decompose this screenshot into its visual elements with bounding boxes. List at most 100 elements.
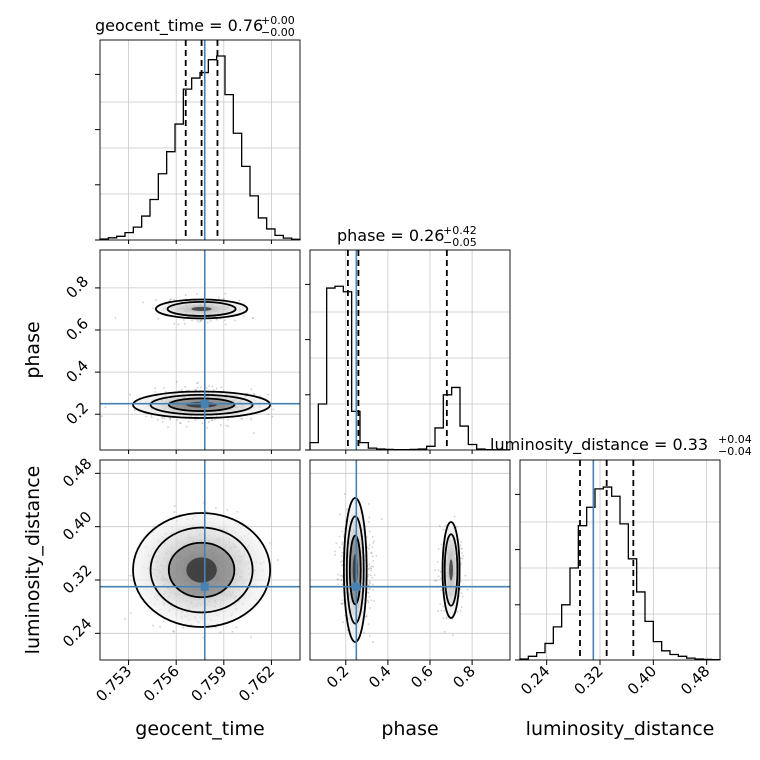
x-tick-label: 0.759 [188, 662, 231, 705]
panels: 0.2 0.4 0.6 0.8 0.753 0.756 0.759 0.762 0.24 0.32… [59, 39, 721, 705]
sample-point [339, 561, 342, 564]
sample-point [154, 387, 157, 390]
y-tick-label: 0.2 [62, 399, 92, 429]
sample-point [370, 565, 373, 568]
sample-point [340, 578, 343, 581]
sample-point [222, 297, 225, 300]
x-tick-label: 0.753 [92, 662, 135, 705]
sample-point [367, 591, 370, 594]
sample-point [223, 298, 226, 301]
sample-point [196, 382, 198, 385]
sample-point [224, 292, 227, 295]
x-tick-label: 0.48 [677, 662, 713, 698]
sample-point [439, 570, 442, 573]
sample-point [340, 602, 343, 605]
sample-point [439, 603, 442, 605]
sample-point [443, 631, 446, 633]
sample-point [185, 425, 188, 428]
sample-point [334, 553, 337, 556]
sample-point [371, 555, 374, 558]
sample-point [367, 503, 370, 505]
x-tick-label: 0.8 [449, 662, 479, 692]
sample-point [252, 317, 254, 319]
sample-point [369, 581, 371, 584]
sample-point [341, 603, 343, 605]
sample-point [150, 416, 153, 418]
sample-point [373, 574, 376, 576]
sample-point [196, 292, 198, 295]
sample-point [130, 612, 132, 614]
sample-point [173, 511, 176, 513]
sample-point [201, 422, 204, 425]
sample-point [208, 385, 211, 387]
sample-point [459, 588, 462, 590]
x-tick-label: 0.756 [140, 662, 183, 705]
sample-point [442, 617, 445, 620]
sample-point [183, 322, 186, 325]
sample-point [196, 386, 199, 389]
x-tick-label: 0.6 [407, 662, 437, 692]
sample-point [372, 542, 375, 544]
sample-point [437, 547, 440, 550]
sample-point [464, 574, 467, 577]
sample-point [460, 541, 462, 544]
sample-point [218, 296, 220, 299]
sample-point [437, 569, 440, 572]
sample-point [187, 420, 190, 423]
sample-point [179, 422, 182, 425]
y-tick-label: 0.40 [59, 508, 95, 544]
sample-point [267, 413, 270, 416]
sample-point [369, 567, 371, 569]
sample-point [175, 381, 178, 383]
sample-point [452, 634, 454, 637]
sample-point [197, 381, 200, 384]
sample-point [440, 577, 443, 580]
sample-point [227, 418, 229, 421]
sample-point [242, 315, 245, 317]
sample-point [365, 615, 368, 618]
sample-point [368, 595, 371, 598]
sample-point [340, 555, 343, 557]
sample-point [460, 557, 462, 560]
sample-point [459, 609, 462, 612]
density-luminosity_distance-vs-phase [334, 493, 469, 646]
sample-point [182, 319, 185, 321]
sample-point [177, 323, 180, 326]
panel-phase-vs-geocent_time [100, 250, 300, 450]
sample-point [226, 508, 229, 511]
sample-point [368, 530, 371, 533]
sample-point [368, 588, 371, 590]
panel-frame [99, 39, 301, 241]
sample-point [269, 541, 271, 544]
sample-point [124, 618, 126, 621]
sample-point [267, 393, 270, 396]
density-core [186, 557, 217, 583]
sample-point [339, 513, 342, 516]
sample-point [368, 573, 370, 576]
contour [149, 526, 254, 614]
sample-point [334, 550, 336, 553]
sample-point [215, 387, 218, 390]
sample-point [173, 322, 176, 325]
title-geocent-time: geocent_time = 0.76 [95, 16, 263, 36]
sample-point [336, 578, 339, 581]
sample-point [445, 617, 448, 620]
y-tick-label: 0.32 [59, 561, 95, 597]
sample-point [368, 520, 370, 523]
sample-point [367, 601, 370, 604]
sample-point [276, 559, 279, 561]
sample-point [231, 630, 234, 633]
sample-point [461, 595, 464, 598]
histogram-luminosity_distance [519, 486, 721, 661]
title-luminosity-distance: luminosity_distance = 0.33 [490, 435, 708, 455]
sample-point [442, 528, 445, 531]
sample-point [173, 505, 176, 507]
sample-point [163, 387, 165, 389]
title-geocent-time-sup: +0.00 [261, 14, 295, 27]
sample-point [373, 540, 376, 543]
sample-point [271, 415, 274, 418]
sample-point [188, 389, 190, 392]
sample-point [181, 388, 184, 391]
xlabel-phase: phase [381, 718, 438, 740]
sample-point [368, 580, 371, 583]
